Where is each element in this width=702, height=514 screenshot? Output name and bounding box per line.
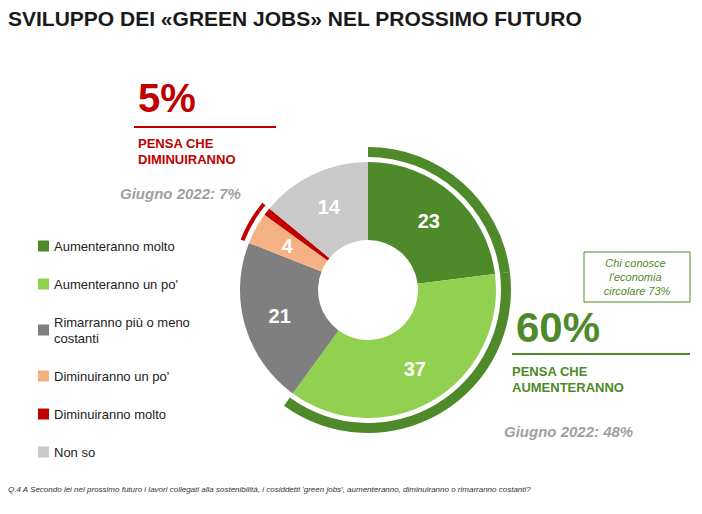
svg-text:Chi conosce: Chi conosce bbox=[605, 257, 669, 269]
svg-text:PENSA CHE: PENSA CHE bbox=[512, 364, 591, 379]
svg-text:SVILUPPO DEI «GREEN JOBS» NEL: SVILUPPO DEI «GREEN JOBS» NEL PROSSIMO F… bbox=[8, 7, 582, 30]
svg-text:Giugno 2022: 48%: Giugno 2022: 48% bbox=[504, 423, 633, 440]
svg-text:PENSA CHE: PENSA CHE bbox=[138, 136, 217, 151]
svg-text:circolare 73%: circolare 73% bbox=[604, 285, 671, 297]
svg-text:Aumenteranno molto: Aumenteranno molto bbox=[54, 239, 175, 254]
svg-text:60%: 60% bbox=[516, 304, 600, 351]
svg-text:l'economia: l'economia bbox=[609, 271, 664, 283]
svg-text:Giugno 2022: 7%: Giugno 2022: 7% bbox=[120, 185, 241, 202]
svg-text:Aumenteranno un po': Aumenteranno un po' bbox=[54, 277, 178, 292]
svg-text:37: 37 bbox=[404, 358, 426, 380]
svg-text:Q.4 A Secondo lei nel prossimo: Q.4 A Secondo lei nel prossimo futuro i … bbox=[8, 485, 531, 494]
svg-text:4: 4 bbox=[282, 235, 294, 257]
svg-text:costanti: costanti bbox=[54, 331, 99, 346]
svg-text:Diminuiranno un po': Diminuiranno un po' bbox=[54, 369, 169, 384]
svg-text:Diminuiranno molto: Diminuiranno molto bbox=[54, 407, 166, 422]
svg-text:AUMENTERANNO: AUMENTERANNO bbox=[512, 380, 624, 395]
svg-text:14: 14 bbox=[318, 196, 341, 218]
svg-text:5%: 5% bbox=[138, 76, 196, 120]
svg-text:Rimarranno più o meno: Rimarranno più o meno bbox=[54, 315, 193, 330]
svg-text:21: 21 bbox=[269, 305, 291, 327]
svg-text:Non so: Non so bbox=[54, 445, 95, 460]
svg-text:23: 23 bbox=[418, 210, 440, 232]
svg-text:DIMINUIRANNO: DIMINUIRANNO bbox=[138, 152, 236, 167]
